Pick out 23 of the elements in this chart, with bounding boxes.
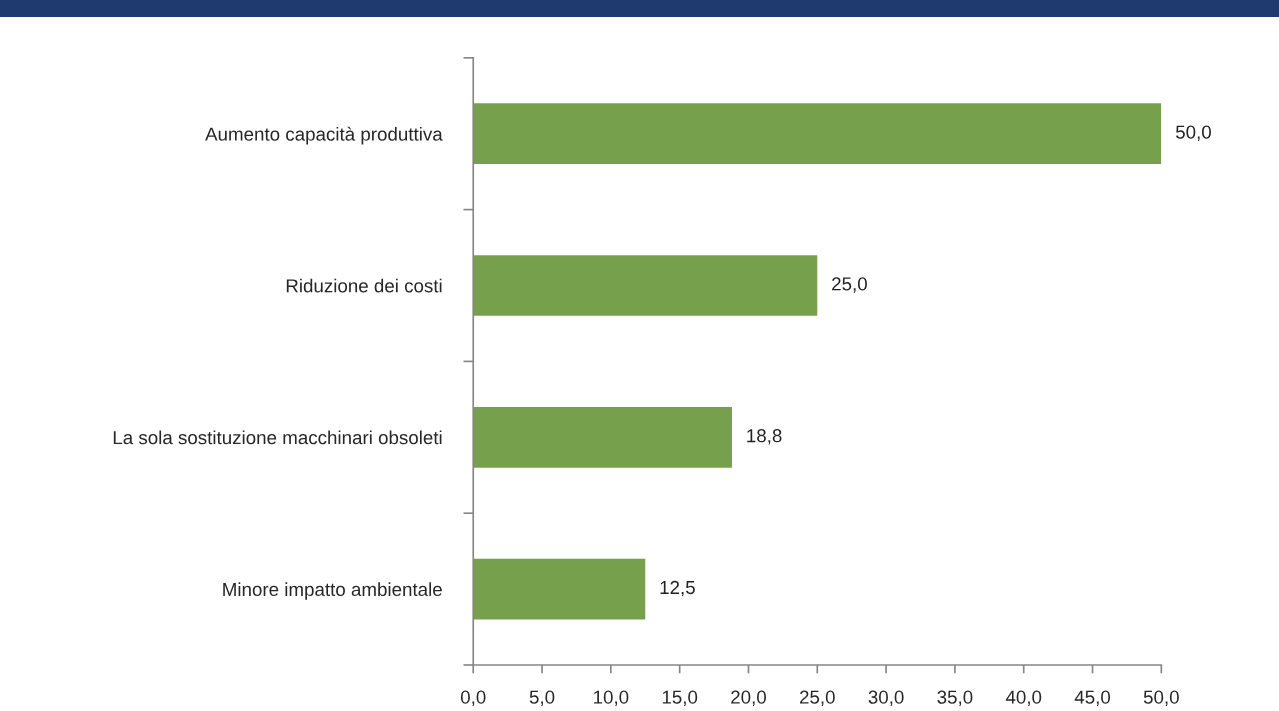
x-tick-label: 25,0	[799, 690, 835, 706]
data-label: 12,5	[660, 580, 695, 597]
y-tick-label: La sola sostituzione macchinari obsoleti	[113, 430, 442, 445]
data-label: 25,0	[832, 277, 867, 293]
x-tick-label: 30,0	[868, 690, 904, 706]
x-tick-label: 15,0	[662, 690, 698, 706]
y-tick-label: Riduzione dei costi	[286, 278, 442, 293]
x-tick-label: 0,0	[460, 690, 486, 706]
x-tick-label: 50,0	[1143, 690, 1179, 706]
data-label: 50,0	[1175, 125, 1211, 141]
bar	[473, 103, 1162, 165]
x-tick-label: 10,0	[594, 690, 629, 706]
y-tick-label: Minore impatto ambientale	[223, 582, 442, 600]
x-tick-label: 40,0	[1005, 690, 1042, 706]
bar	[473, 255, 818, 316]
bar	[473, 558, 646, 620]
x-tick-label: 35,0	[937, 690, 973, 706]
bar	[473, 406, 732, 468]
x-tick-label: 45,0	[1074, 690, 1111, 706]
x-tick-label: 20,0	[731, 690, 766, 706]
y-tick-label: Aumento capacità produttiva	[205, 126, 443, 145]
data-label: 18,8	[747, 429, 782, 445]
x-tick-label: 5,0	[529, 690, 555, 706]
